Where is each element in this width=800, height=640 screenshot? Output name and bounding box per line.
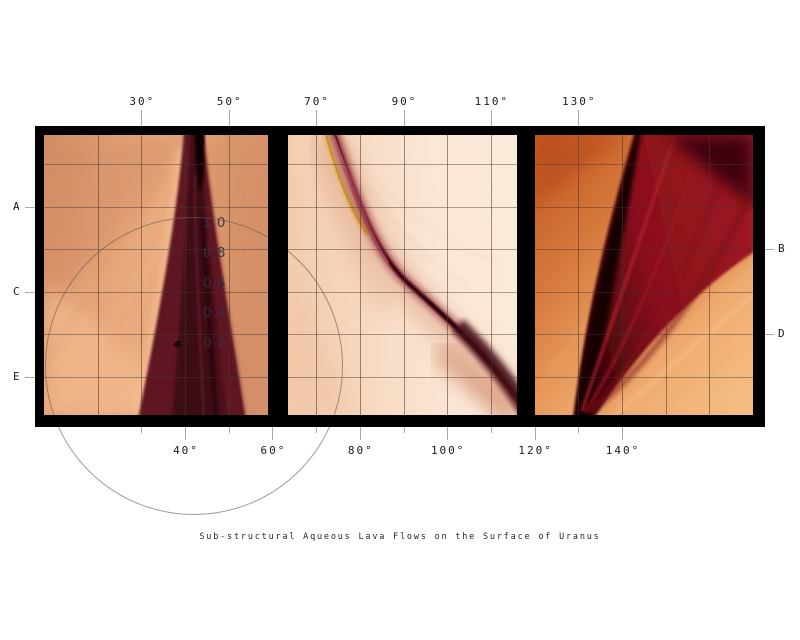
bottom-axis-tick xyxy=(359,427,361,440)
bottom-axis-label: 100° xyxy=(430,444,466,457)
bottom-axis-tick xyxy=(447,427,449,440)
grid-line-horizontal xyxy=(44,164,268,166)
left-row-tick xyxy=(25,291,35,293)
radial-scale-label: 0.2 xyxy=(203,335,226,351)
gold-strand xyxy=(321,135,363,231)
top-axis-tick xyxy=(228,110,230,126)
right-row-label: D xyxy=(778,327,786,341)
panel-3-art xyxy=(535,135,753,415)
bottom-axis-tick xyxy=(272,427,274,440)
bottom-axis-tick xyxy=(185,427,186,440)
figure-caption: Sub-structural Aqueous Lava Flows on the… xyxy=(199,532,601,542)
top-axis-label: 90° xyxy=(391,95,418,108)
radial-scale-tick xyxy=(180,343,190,344)
grid-line-vertical xyxy=(316,135,318,415)
bottom-axis-minor-tick xyxy=(403,427,405,433)
grid-line-horizontal xyxy=(535,164,753,166)
top-axis-label: 130° xyxy=(562,95,597,108)
radial-scale-label: 1.0 xyxy=(203,215,226,231)
grid-line-vertical xyxy=(622,135,623,415)
radial-scale-label: 0.8 xyxy=(203,245,226,261)
right-row-tick xyxy=(765,334,774,336)
bottom-axis-minor-tick xyxy=(578,427,580,433)
grid-line-horizontal xyxy=(288,291,517,293)
bottom-axis-minor-tick xyxy=(141,427,143,433)
left-row-label: E xyxy=(13,369,21,383)
top-axis-tick xyxy=(403,110,405,126)
right-row-tick xyxy=(765,249,774,251)
bottom-axis-minor-tick xyxy=(490,427,492,433)
radial-scale-tick xyxy=(180,223,190,224)
bottom-axis-label: 80° xyxy=(347,444,374,457)
top-axis-tick xyxy=(490,110,492,126)
grid-line-horizontal xyxy=(288,334,517,336)
top-axis-tick xyxy=(316,110,318,126)
radial-scale-pointer xyxy=(189,217,190,227)
bottom-axis-tick xyxy=(534,427,536,440)
overlay-circle xyxy=(45,217,343,515)
left-row-tick xyxy=(25,376,35,378)
grid-line-vertical xyxy=(359,135,361,415)
grid-line-horizontal xyxy=(288,376,517,378)
grid-line-vertical xyxy=(578,135,580,415)
left-row-label: A xyxy=(13,199,21,213)
radial-scale-label: 0.4 xyxy=(203,305,226,321)
grid-line-horizontal xyxy=(288,206,517,208)
panel-gap xyxy=(517,126,535,427)
grid-line-vertical xyxy=(665,135,667,415)
radial-scale-tick xyxy=(180,253,190,254)
top-axis-label: 70° xyxy=(304,95,331,108)
panel-3 xyxy=(535,135,753,415)
grid-line-vertical xyxy=(709,135,711,415)
bottom-axis-label: 120° xyxy=(518,444,553,457)
grid-line-vertical xyxy=(403,135,405,415)
bottom-axis-label: 140° xyxy=(605,444,641,457)
grid-line-horizontal xyxy=(288,249,517,251)
top-axis-label: 110° xyxy=(474,95,510,108)
grid-line-horizontal xyxy=(535,206,753,208)
grid-line-horizontal xyxy=(535,291,753,293)
top-axis-label: 50° xyxy=(216,95,243,108)
frame-border-right xyxy=(753,126,765,427)
top-axis-tick xyxy=(141,110,143,126)
radial-scale-tick xyxy=(180,283,190,284)
frame-border-left xyxy=(35,126,44,427)
grid-line-vertical xyxy=(447,135,449,415)
left-row-label: C xyxy=(13,284,21,298)
grid-line-horizontal xyxy=(535,334,753,336)
radial-scale-tick xyxy=(180,313,190,314)
bottom-axis-label: 60° xyxy=(260,444,287,457)
grid-line-horizontal xyxy=(44,206,268,208)
frame-border-top xyxy=(35,126,765,135)
bottom-axis-minor-tick xyxy=(316,427,318,433)
panel-gap xyxy=(268,126,288,427)
bottom-axis-tick xyxy=(622,427,623,440)
grid-line-vertical xyxy=(490,135,492,415)
frame-border-bottom xyxy=(35,415,765,427)
top-axis-label: 30° xyxy=(129,95,156,108)
bottom-axis-minor-tick xyxy=(228,427,230,433)
right-row-label: B xyxy=(778,242,786,256)
grid-line-horizontal xyxy=(288,164,517,166)
bottom-axis-label: 40° xyxy=(173,444,199,457)
top-axis-tick xyxy=(578,110,580,126)
grid-line-horizontal xyxy=(535,376,753,378)
grid-line-horizontal xyxy=(535,249,753,251)
left-row-tick xyxy=(25,206,35,208)
radial-scale-label: 0.6 xyxy=(203,275,226,291)
